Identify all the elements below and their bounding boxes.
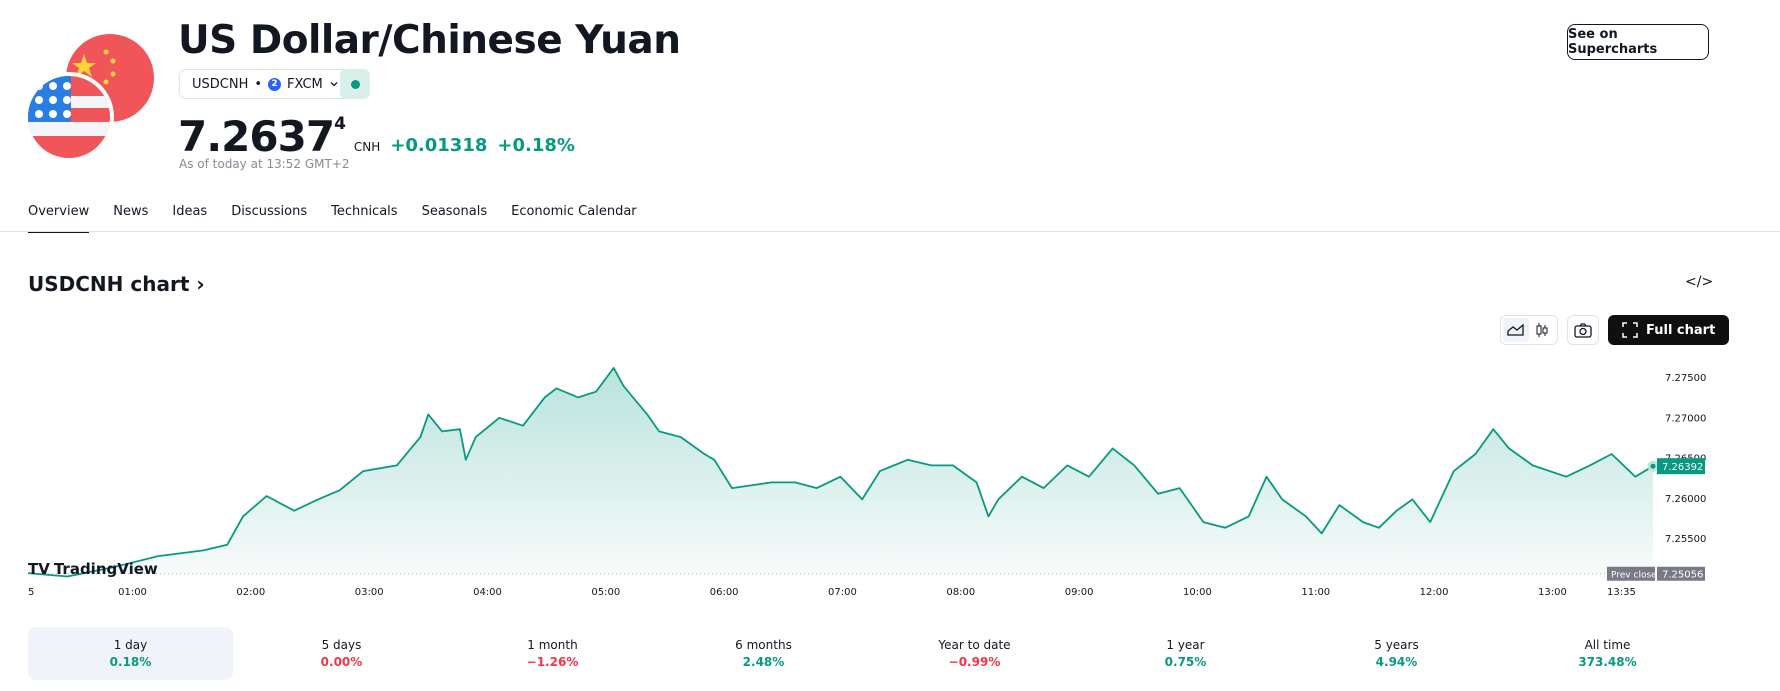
market-status-badge[interactable] (340, 69, 370, 99)
last-price-tag (1657, 458, 1705, 475)
camera-icon (1570, 318, 1596, 342)
x-tick-label: 03:00 (355, 587, 384, 598)
x-tick-label: 13:35 (1607, 587, 1636, 598)
x-tick-label: 5 (28, 587, 34, 598)
period-change: −0.99% (948, 655, 1001, 669)
symbol-label: USDCNH (192, 76, 249, 92)
x-tick-label: 01:00 (118, 587, 147, 598)
x-tick-label: 06:00 (710, 587, 739, 598)
x-tick-label: 12:00 (1420, 587, 1449, 598)
period-label: Year to date (938, 638, 1011, 652)
divider (0, 231, 1780, 232)
price-change: +0.01318 (390, 135, 488, 156)
tab-bar: Overview News Ideas Discussions Technica… (28, 204, 637, 233)
tab-news[interactable]: News (113, 204, 149, 219)
price-line (27, 367, 1654, 578)
period-label: 1 month (527, 638, 578, 652)
price-chart[interactable]: 7.275007.270007.265007.260007.25500501:0… (0, 350, 1780, 610)
x-tick-label: 02:00 (236, 587, 265, 598)
candlestick-chart-icon[interactable] (1529, 318, 1555, 342)
chevron-down-icon (330, 82, 338, 87)
period-5-days[interactable]: 5 days 0.00% (239, 627, 444, 680)
period-change: −1.26% (526, 655, 579, 669)
exchange-logo-icon: 2 (268, 77, 282, 91)
chart-type-toggle (1500, 315, 1558, 345)
tradingview-logo[interactable]: 𝗧𝗩 TradingView (28, 560, 158, 578)
chart-section-title-link[interactable]: USDCNH chart › (28, 272, 205, 296)
x-tick-label: 07:00 (828, 587, 857, 598)
price-change-percent: +0.18% (497, 135, 575, 156)
y-tick-label: 7.26000 (1665, 494, 1706, 505)
x-tick-label: 08:00 (946, 587, 975, 598)
chart-controls: Full chart (1500, 315, 1730, 345)
full-chart-label: Full chart (1646, 322, 1716, 338)
prev-close-value-tag (1657, 566, 1705, 581)
period-label: 6 months (735, 638, 792, 652)
symbol-exchange-dropdown[interactable]: USDCNH • 2 FXCM (179, 69, 352, 99)
period-5-years[interactable]: 5 years 4.94% (1294, 627, 1499, 680)
separator-dot: • (254, 76, 263, 92)
chevron-right-icon: › (196, 272, 205, 296)
period-label: 1 year (1166, 638, 1205, 652)
tab-seasonals[interactable]: Seasonals (421, 204, 488, 219)
period-change: 0.75% (1164, 655, 1207, 669)
prev-close-label: Prev close (1611, 571, 1657, 581)
x-tick-label: 09:00 (1065, 587, 1094, 598)
snapshot-button[interactable] (1567, 315, 1599, 345)
period-selector: 1 day 0.18% 5 days 0.00% 1 month −1.26% 6 mont… (28, 627, 1710, 680)
period-change: 4.94% (1375, 655, 1418, 669)
as-of-timestamp: As of today at 13:52 GMT+2 (179, 157, 350, 171)
period-change: 373.48% (1578, 655, 1637, 669)
page-title: US Dollar/Chinese Yuan (178, 18, 681, 63)
see-on-supercharts-button[interactable]: See on Supercharts (1567, 24, 1709, 60)
fullscreen-icon (1622, 322, 1638, 338)
y-tick-label: 7.27500 (1665, 373, 1706, 384)
last-price-dot (1647, 460, 1659, 472)
full-chart-button[interactable]: Full chart (1608, 315, 1730, 345)
period-year-to-date[interactable]: Year to date −0.99% (872, 627, 1077, 680)
tab-technicals[interactable]: Technicals (331, 204, 398, 219)
y-tick-label: 7.27000 (1665, 413, 1706, 424)
y-tick-label: 7.25500 (1665, 534, 1706, 545)
period-change: 2.48% (742, 655, 785, 669)
market-open-dot-icon (350, 79, 360, 89)
x-tick-label: 10:00 (1183, 587, 1212, 598)
period-label: All time (1584, 638, 1631, 652)
period-label: 5 years (1374, 638, 1419, 652)
x-tick-label: 11:00 (1301, 587, 1330, 598)
area-fill (28, 367, 1653, 577)
price-superscript: 4 (334, 114, 346, 134)
x-tick-label: 05:00 (591, 587, 620, 598)
period-label: 5 days (321, 638, 362, 652)
period-6-months[interactable]: 6 months 2.48% (661, 627, 866, 680)
period-label: 1 day (113, 638, 148, 652)
prev-close-tag (1607, 566, 1655, 581)
prev-close-value: 7.25056 (1662, 570, 1703, 581)
tradingview-logo-text: TradingView (53, 560, 158, 578)
currency-flags-icon (26, 34, 154, 162)
period-1-day[interactable]: 1 day 0.18% (28, 627, 233, 680)
tab-discussions[interactable]: Discussions (231, 204, 308, 219)
x-tick-label: 04:00 (473, 587, 502, 598)
tab-overview[interactable]: Overview (28, 204, 90, 233)
price-currency: CNH (353, 140, 381, 154)
exchange-label: FXCM (287, 76, 323, 92)
price-value: 7.2637 (178, 112, 335, 161)
period-1-month[interactable]: 1 month −1.26% (450, 627, 655, 680)
last-price-label: 7.26392 (1662, 462, 1703, 473)
x-tick-label: 13:00 (1538, 587, 1567, 598)
tab-ideas[interactable]: Ideas (172, 204, 208, 219)
chart-title-text: USDCNH chart (28, 272, 190, 296)
tradingview-logo-icon: 𝗧𝗩 (28, 560, 50, 578)
tab-economic-calendar[interactable]: Economic Calendar (511, 204, 637, 219)
period-1-year[interactable]: 1 year 0.75% (1083, 627, 1288, 680)
period-change: 0.18% (109, 655, 152, 669)
period-all-time[interactable]: All time 373.48% (1505, 627, 1710, 680)
embed-code-icon[interactable]: </> (1685, 274, 1714, 290)
period-change: 0.00% (320, 655, 363, 669)
area-chart-icon[interactable] (1503, 318, 1529, 342)
price-block: 7.2637 4 CNH +0.01318 +0.18% (178, 112, 575, 161)
